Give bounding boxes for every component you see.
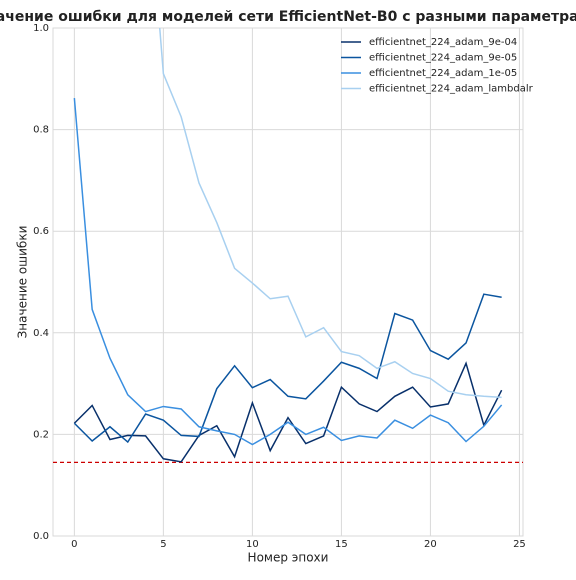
legend-label: efficientnet_224_adam_9e-04 [369, 37, 517, 48]
plot-area [53, 28, 523, 463]
x-tick-label: 20 [424, 539, 437, 550]
plot-frame [52, 27, 524, 537]
series-line [73, 361, 503, 463]
x-tick-label: 15 [335, 539, 348, 550]
y-tick-label: 0.6 [33, 226, 49, 237]
x-tick-label: 10 [246, 539, 259, 550]
legend-label: efficientnet_224_adam_1e-05 [369, 68, 517, 79]
legend-label: efficientnet_224_adam_9e-05 [369, 53, 517, 64]
y-axis-label: Значение ошибки [16, 226, 30, 339]
chart-title: Значение ошибки для моделей сети Efficie… [0, 9, 576, 25]
series-line [73, 98, 503, 446]
x-axis-label: Номер эпохи [248, 551, 329, 565]
y-tick-label: 0.0 [33, 531, 49, 542]
x-tick-label: 5 [160, 539, 166, 550]
x-tick-label: 0 [71, 539, 77, 550]
y-tick-label: 0.4 [33, 328, 49, 339]
y-tick-label: 1.0 [33, 23, 49, 34]
series-line [73, 293, 502, 444]
y-tick-label: 0.2 [33, 429, 49, 440]
legend-label: efficientnet_224_adam_lambdalr [369, 84, 534, 95]
x-tick-label: 25 [513, 539, 526, 550]
series-line [158, 28, 502, 399]
y-tick-label: 0.8 [33, 125, 49, 136]
